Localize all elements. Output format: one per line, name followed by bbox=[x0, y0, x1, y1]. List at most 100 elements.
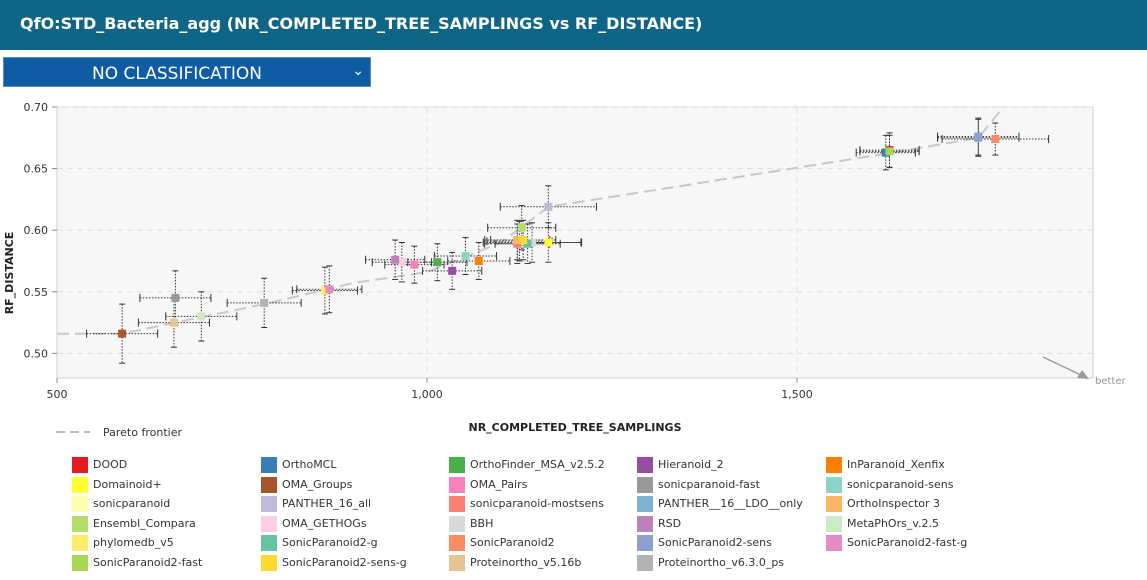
legend-label: OrthoMCL bbox=[282, 458, 337, 471]
legend-label: PANTHER_16_all bbox=[282, 497, 372, 511]
legend-swatch bbox=[826, 496, 842, 513]
data-point bbox=[544, 202, 553, 211]
data-point bbox=[991, 135, 1000, 144]
legend-swatch bbox=[72, 535, 88, 552]
legend-swatch bbox=[637, 515, 653, 532]
legend-swatch bbox=[637, 555, 653, 571]
data-point bbox=[474, 256, 483, 265]
better-arrow bbox=[1042, 356, 1084, 377]
data-point bbox=[260, 298, 269, 307]
chevron-down-icon: ⌄ bbox=[352, 63, 364, 79]
data-point bbox=[448, 266, 457, 275]
legend-label: Proteinortho_v5.16b bbox=[470, 556, 582, 569]
legend-swatch bbox=[72, 476, 88, 493]
y-tick-label: 0.60 bbox=[24, 224, 49, 237]
data-point bbox=[528, 238, 537, 247]
data-point bbox=[118, 329, 127, 338]
legend-swatch bbox=[637, 476, 653, 493]
legend-label: RSD bbox=[658, 516, 682, 530]
data-point bbox=[410, 260, 419, 269]
scatter-chart: 500 1,000 1,500 0.50 0.55 0.60 0.65 0.70 NR_CO… bbox=[3, 101, 1126, 439]
pareto-legend: Pareto frontier bbox=[56, 426, 182, 439]
data-point bbox=[461, 252, 470, 261]
legend-label: OrthoInspector 3 bbox=[847, 497, 941, 511]
legend-label: SonicParanoid2-fast bbox=[93, 556, 203, 569]
legend-label: DOOD bbox=[93, 458, 128, 471]
data-point bbox=[519, 236, 528, 245]
grid-lines bbox=[57, 106, 1093, 378]
pareto-line bbox=[57, 110, 1002, 335]
plot-area bbox=[56, 106, 1094, 379]
data-point bbox=[169, 318, 178, 327]
legend-swatch bbox=[72, 515, 88, 532]
legend-label: OMA_Pairs bbox=[470, 477, 528, 491]
data-point bbox=[320, 286, 329, 295]
x-axis-label: NR_COMPLETED_TREE_SAMPLINGS bbox=[469, 421, 682, 434]
data-point bbox=[391, 255, 400, 264]
legend-label: SonicParanoid2-sens-g bbox=[282, 556, 407, 569]
data-points bbox=[118, 132, 1000, 338]
y-axis-label: RF_DISTANCE bbox=[3, 232, 16, 315]
legend-label: Domainoid+ bbox=[93, 477, 162, 491]
data-point bbox=[433, 258, 442, 267]
legend-label: BBH bbox=[470, 516, 494, 530]
legend-swatch bbox=[826, 515, 842, 532]
legend-label: sonicparanoid-mostsens bbox=[470, 497, 604, 511]
x-tick-label: 500 bbox=[47, 388, 68, 401]
y-tick-label: 0.70 bbox=[24, 101, 49, 114]
pareto-legend-label: Pareto frontier bbox=[103, 426, 182, 439]
y-tick-label: 0.55 bbox=[24, 286, 49, 299]
legend-label: sonicparanoid-fast bbox=[658, 477, 760, 491]
better-indicator: better bbox=[1042, 356, 1126, 387]
legend-swatch bbox=[449, 515, 465, 532]
legend-swatch bbox=[72, 496, 88, 513]
legend-swatch bbox=[72, 457, 88, 473]
legend-swatch bbox=[261, 555, 277, 571]
legend-label: Proteinortho_v6.3.0_ps bbox=[658, 556, 785, 569]
data-point bbox=[523, 239, 532, 248]
legend-swatch bbox=[449, 535, 465, 552]
data-point bbox=[544, 238, 553, 247]
legend-label: phylomedb_v5 bbox=[93, 536, 174, 550]
legend-swatch bbox=[637, 496, 653, 513]
classification-selected-value: NO CLASSIFICATION bbox=[92, 64, 262, 84]
legend-label: SonicParanoid2 bbox=[470, 536, 555, 550]
classification-select[interactable]: NO CLASSIFICATION ⌄ bbox=[3, 57, 371, 87]
legend-label: InParanoid_Xenfix bbox=[847, 458, 945, 471]
y-axis-ticks: 0.50 0.55 0.60 0.65 0.70 bbox=[24, 101, 57, 360]
legend-label: MetaPhOrs_v.2.5 bbox=[847, 516, 939, 530]
legend-swatch bbox=[449, 457, 465, 473]
x-axis-ticks: 500 1,000 1,500 bbox=[47, 378, 813, 401]
legend-swatch bbox=[449, 476, 465, 493]
better-arrow-head bbox=[1077, 370, 1089, 379]
x-tick-label: 1,000 bbox=[411, 388, 443, 401]
data-point bbox=[197, 312, 206, 321]
legend-swatch bbox=[261, 476, 277, 493]
legend-label: sonicparanoid-sens bbox=[847, 477, 954, 491]
y-tick-label: 0.50 bbox=[24, 347, 49, 360]
legend-swatch bbox=[72, 555, 88, 571]
data-point bbox=[517, 223, 526, 232]
legend-label: sonicparanoid bbox=[93, 497, 171, 511]
legend-swatch bbox=[449, 496, 465, 513]
legend-swatch bbox=[826, 457, 842, 473]
data-point bbox=[885, 147, 894, 156]
legend-swatch bbox=[261, 496, 277, 513]
pareto-frontier bbox=[57, 110, 1002, 335]
legend-swatch bbox=[826, 535, 842, 552]
legend-swatch bbox=[261, 535, 277, 552]
legend-swatch bbox=[637, 535, 653, 552]
legend-swatch bbox=[449, 555, 465, 571]
data-point bbox=[513, 236, 522, 245]
header-bar: QfO:STD_Bacteria_agg (NR_COMPLETED_TREE_… bbox=[0, 0, 1147, 50]
legend-label: Hieranoid_2 bbox=[658, 458, 724, 471]
page-title: QfO:STD_Bacteria_agg (NR_COMPLETED_TREE_… bbox=[20, 14, 703, 33]
data-point bbox=[397, 258, 406, 267]
better-label: better bbox=[1095, 376, 1126, 387]
data-point bbox=[171, 293, 180, 302]
legend-swatch bbox=[826, 476, 842, 493]
data-point bbox=[325, 285, 334, 294]
legend-label: SonicParanoid2-sens bbox=[658, 536, 772, 550]
legend-swatch bbox=[637, 457, 653, 473]
legend-label: OMA_GETHOGs bbox=[282, 516, 367, 530]
